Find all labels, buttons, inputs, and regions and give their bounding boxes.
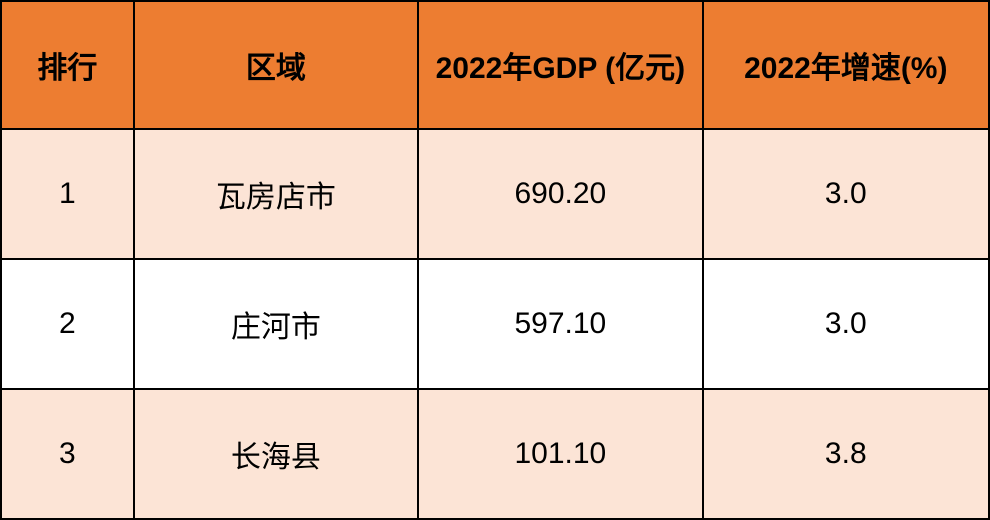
cell-region: 瓦房店市 (132, 128, 420, 260)
cell-growth: 3.8 (701, 388, 990, 520)
cell-region: 庄河市 (132, 258, 420, 390)
table-row: 1 瓦房店市 690.20 3.0 (0, 128, 990, 260)
cell-rank: 3 (0, 388, 135, 520)
cell-gdp: 690.20 (417, 128, 704, 260)
cell-growth: 3.0 (701, 128, 990, 260)
cell-growth: 3.0 (701, 258, 990, 390)
table-row: 2 庄河市 597.10 3.0 (0, 258, 990, 390)
header-cell-region: 区域 (132, 0, 420, 130)
cell-gdp: 597.10 (417, 258, 704, 390)
table-row: 3 长海县 101.10 3.8 (0, 388, 990, 520)
header-cell-growth: 2022年增速(%) (701, 0, 990, 130)
header-cell-gdp: 2022年GDP (亿元) (417, 0, 704, 130)
header-row: 排行 区域 2022年GDP (亿元) 2022年增速(%) (0, 0, 990, 130)
cell-rank: 2 (0, 258, 135, 390)
cell-rank: 1 (0, 128, 135, 260)
cell-gdp: 101.10 (417, 388, 704, 520)
header-cell-rank: 排行 (0, 0, 135, 130)
cell-region: 长海县 (132, 388, 420, 520)
